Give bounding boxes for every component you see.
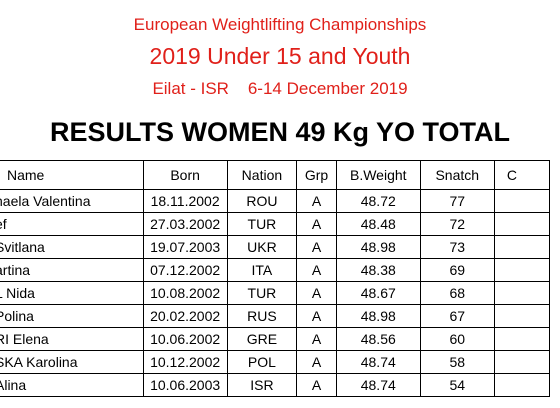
col-header-nation: Nation [226,160,298,190]
table-row: haela Valentina 18.11.2002 ROU A 48.72 77 [0,189,551,213]
body-weight-cell: 48.98 [335,235,421,259]
athlete-name-cell: haela Valentina [0,189,144,213]
body-weight-cell: 48.67 [335,281,421,305]
table-row: SKA Karolina 10.12.2002 POL A 48.74 58 [0,350,551,374]
birth-date-cell: 27.03.2002 [142,212,228,236]
birth-date-cell: 10.12.2002 [142,350,228,374]
nation-code-cell: ISR [226,373,298,397]
body-weight-cell: 48.56 [335,327,421,351]
cj-cell [493,189,551,213]
athlete-name-cell: Svitlana [0,235,144,259]
snatch-result-cell: 58 [419,350,495,374]
col-header-bweight: B.Weight [335,160,421,190]
birth-date-cell: 07.12.2002 [142,258,228,282]
nation-code-cell: TUR [226,281,298,305]
birth-date-cell: 10.06.2003 [142,373,228,397]
body-weight-cell: 48.98 [335,304,421,328]
athlete-name-cell: Alina [0,373,144,397]
col-header-cj: C [493,160,551,190]
snatch-result-cell: 67 [419,304,495,328]
athlete-name-cell: artina [0,258,144,282]
cj-cell [493,235,551,259]
snatch-result-cell: 72 [419,212,495,236]
body-weight-cell: 48.48 [335,212,421,236]
body-weight-cell: 48.74 [335,373,421,397]
event-location-dates: Eilat - ISR 6-14 December 2019 [152,79,408,98]
birth-date-cell: 10.06.2002 [142,327,228,351]
group-cell: A [296,258,337,282]
nation-code-cell: TUR [226,212,298,236]
athlete-name-cell: RI Elena [0,327,144,351]
cj-cell [493,212,551,236]
group-cell: A [296,304,337,328]
col-header-born: Born [142,160,228,190]
group-cell: A [296,235,337,259]
table-header-row: Name Born Nation Grp B.Weight Snatch C [0,160,551,190]
snatch-result-cell: 68 [419,281,495,305]
nation-code-cell: ITA [226,258,298,282]
nation-code-cell: RUS [226,304,298,328]
col-header-grp: Grp [296,160,337,190]
group-cell: A [296,281,337,305]
cj-cell [493,327,551,351]
birth-date-cell: 10.08.2002 [142,281,228,305]
athlete-name-cell: Polina [0,304,144,328]
cj-cell [493,373,551,397]
results-table: Name Born Nation Grp B.Weight Snatch C h… [0,160,551,397]
athlete-name-cell: L Nida [0,281,144,305]
snatch-result-cell: 69 [419,258,495,282]
cj-cell [493,304,551,328]
cj-cell [493,281,551,305]
group-cell: A [296,189,337,213]
snatch-result-cell: 54 [419,373,495,397]
group-cell: A [296,373,337,397]
snatch-result-cell: 77 [419,189,495,213]
birth-date-cell: 19.07.2003 [142,235,228,259]
athlete-name-cell: SKA Karolina [0,350,144,374]
body-weight-cell: 48.72 [335,189,421,213]
birth-date-cell: 20.02.2002 [142,304,228,328]
cj-cell [493,258,551,282]
nation-code-cell: UKR [226,235,298,259]
snatch-result-cell: 73 [419,235,495,259]
birth-date-cell: 18.11.2002 [142,189,228,213]
nation-code-cell: POL [226,350,298,374]
body-weight-cell: 48.74 [335,350,421,374]
table-row: RI Elena 10.06.2002 GRE A 48.56 60 [0,327,551,351]
col-header-snatch: Snatch [419,160,495,190]
body-weight-cell: 48.38 [335,258,421,282]
col-header-name: Name [0,160,144,190]
group-cell: A [296,327,337,351]
cj-cell [493,350,551,374]
event-name: 2019 Under 15 and Youth [149,43,411,69]
group-cell: A [296,350,337,374]
snatch-result-cell: 60 [419,327,495,351]
nation-code-cell: ROU [226,189,298,213]
group-cell: A [296,212,337,236]
championship-name: European Weightlifting Championships [133,15,427,34]
results-title: RESULTS WOMEN 49 Kg YO TOTAL [49,117,511,147]
athlete-name-cell: ef [0,212,144,236]
nation-code-cell: GRE [226,327,298,351]
